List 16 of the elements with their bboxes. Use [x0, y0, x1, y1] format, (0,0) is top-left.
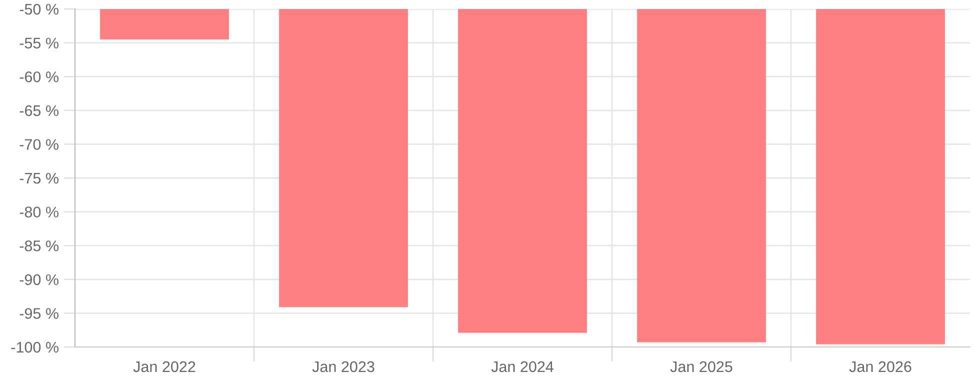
x-tick-label: Jan 2023	[312, 361, 374, 372]
y-tick-label: -70 %	[20, 139, 58, 150]
y-tick-label: -55 %	[20, 38, 58, 48]
y-tick-label: -95 %	[20, 308, 58, 319]
x-tick-label: Jan 2026	[849, 361, 912, 372]
y-tick-label: -50 %	[20, 4, 58, 15]
y-tick-label: -65 %	[20, 105, 58, 116]
y-tick-label: -90 %	[20, 274, 58, 286]
y-tick-label: -80 %	[20, 206, 58, 218]
y-tick-label: -75 %	[20, 172, 58, 184]
x-tick-label: Jan 2025	[670, 361, 732, 372]
y-tick-label: -100 %	[11, 342, 58, 353]
y-tick-label: -60 %	[20, 71, 58, 82]
y-tick-label: -85 %	[20, 240, 58, 252]
x-tick-label: Jan 2024	[491, 361, 554, 372]
x-tick-label: Jan 2022	[133, 361, 196, 372]
